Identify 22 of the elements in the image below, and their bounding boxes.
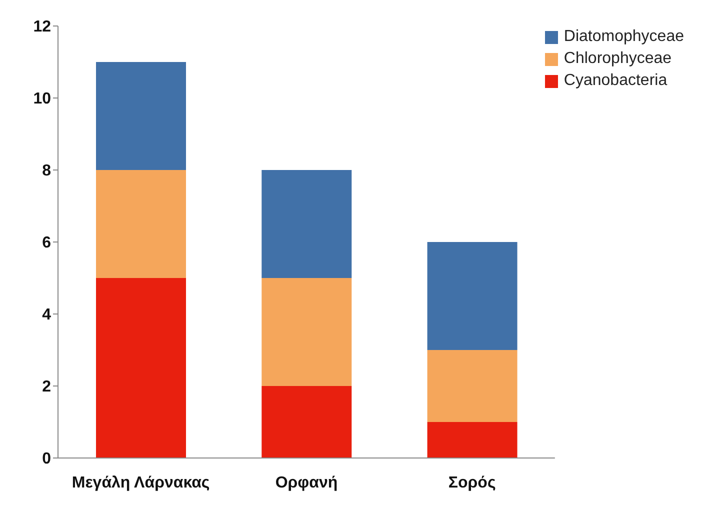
bar <box>262 386 352 458</box>
bar <box>96 278 186 458</box>
x-tick-label: Μεγάλη Λάρνακας <box>72 474 210 492</box>
y-tick-label: 6 <box>42 234 52 252</box>
bar <box>427 242 518 350</box>
bar <box>96 62 186 170</box>
bar <box>262 278 352 386</box>
legend-label: Diatomophyceae <box>562 28 684 46</box>
bar <box>427 350 518 422</box>
bar <box>427 422 518 458</box>
legend-label: Chlorophyceae <box>562 50 673 68</box>
y-tick-label: 4 <box>42 306 52 324</box>
y-tick-label: 0 <box>42 450 52 468</box>
y-tick-label: 8 <box>42 162 52 180</box>
y-tick-label: 2 <box>42 378 52 396</box>
x-tick-label: Ορφανή <box>275 474 338 492</box>
legend-label: Cyanobacteria <box>562 72 668 90</box>
x-tick-label: Σορός <box>448 474 496 492</box>
y-tick-label: 10 <box>33 90 52 108</box>
bar <box>96 170 186 278</box>
y-tick-label: 12 <box>33 18 52 36</box>
bar <box>262 170 352 278</box>
